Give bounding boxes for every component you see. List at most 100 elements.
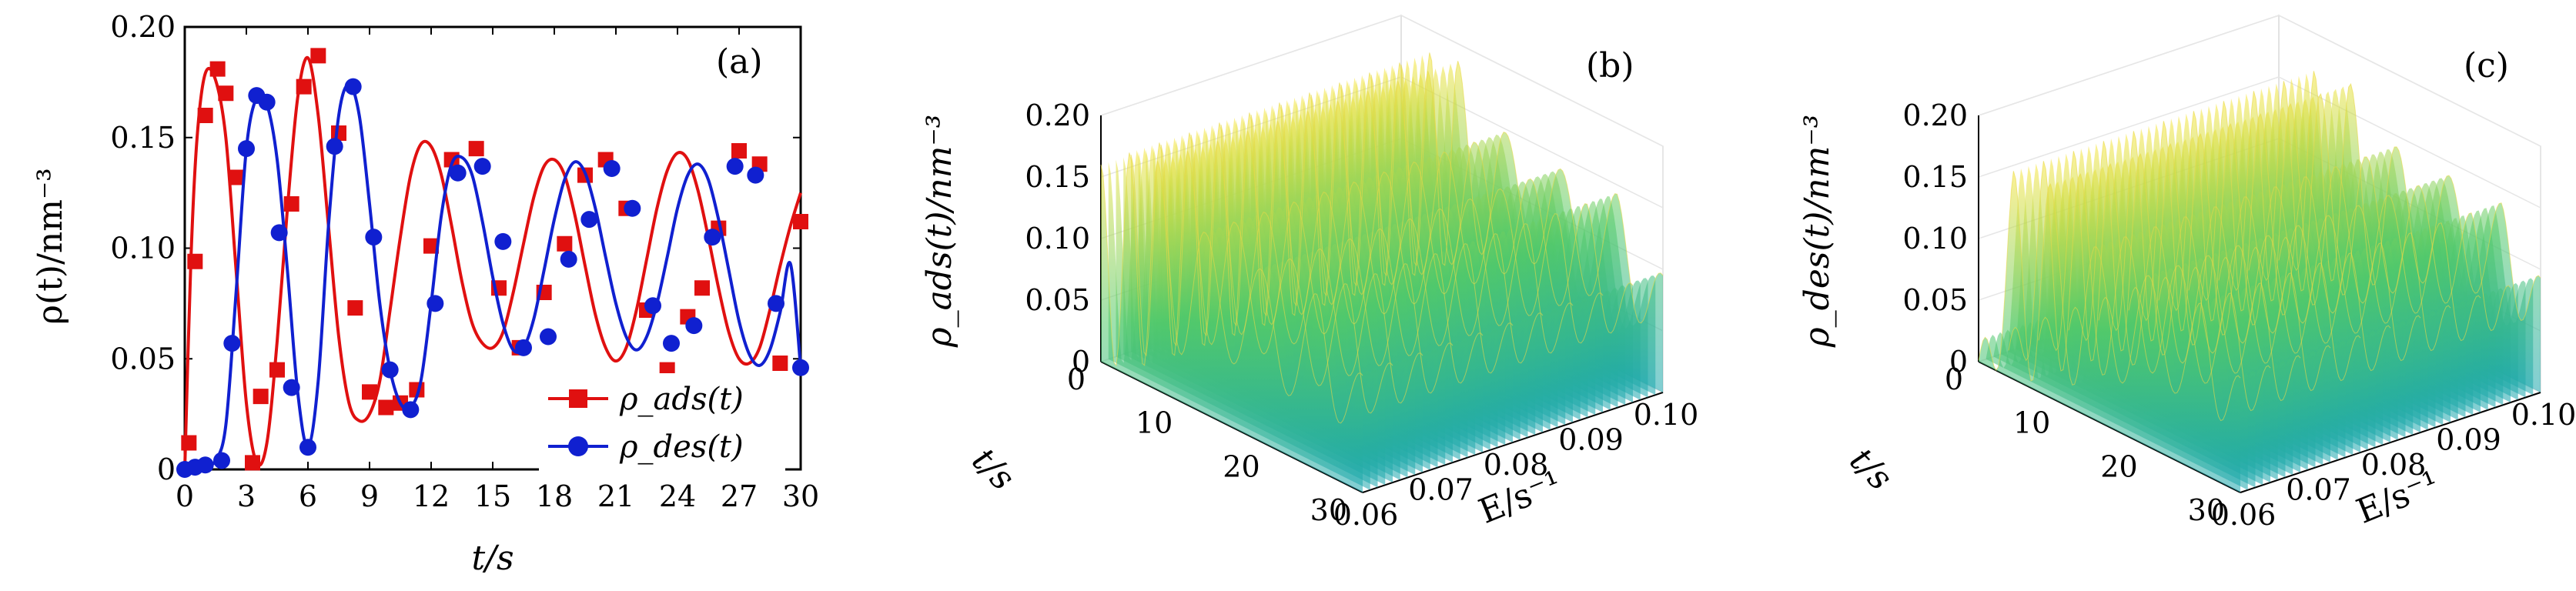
grid-line [1978, 15, 2280, 116]
surface-mesh-line [2158, 111, 2421, 362]
panel-a-letter: (a) [716, 42, 763, 82]
surface-mesh-line [1400, 52, 1664, 324]
t-tick-label: 0 [1067, 362, 1086, 396]
des-marker [473, 158, 491, 175]
grid-line [1978, 76, 2280, 178]
e-tick-label: 0.10 [2511, 398, 2576, 432]
des-marker [685, 317, 703, 335]
surface-mesh-line [1160, 132, 1423, 404]
ads-marker [296, 78, 312, 95]
ads-marker [197, 108, 213, 123]
ads-marker [772, 356, 788, 371]
des-marker [270, 224, 288, 242]
e-tick-label: 0.06 [1333, 498, 1399, 532]
des-marker [624, 199, 641, 217]
des-marker [726, 158, 744, 175]
t-tick-label: 10 [1136, 406, 1173, 440]
surface-mesh-line [2068, 141, 2331, 392]
y-tick-label: 0.10 [110, 232, 176, 265]
ads-marker [209, 61, 226, 77]
t-tick-label: 30 [2188, 493, 2225, 527]
e-tick-label: 0.08 [2361, 448, 2427, 482]
des-marker [213, 452, 230, 469]
panel-b: 0 0.05 0.10 0.15 0.20 0 10 20 300.06 0.07 0.08 0.09… [920, 14, 1699, 532]
ads-marker [181, 435, 197, 451]
des-marker [223, 335, 241, 352]
e-tick-label: 0.10 [1634, 398, 1699, 432]
ads-marker [283, 196, 299, 212]
legend-des-label: ρ_des(t) [619, 429, 744, 465]
des-marker [603, 160, 621, 177]
panel-c-letter: (c) [2464, 46, 2509, 85]
x-tick-label: 0 [176, 479, 194, 513]
x-tick-label: 3 [237, 479, 256, 513]
surface-mesh-line [1100, 152, 1363, 424]
ads-marker [362, 384, 377, 400]
t-tick-label: 20 [1223, 449, 1260, 483]
surface-mesh-line [1190, 122, 1454, 394]
des-marker [344, 78, 362, 95]
series-line-des [184, 82, 802, 471]
panel-c-ticks: 0 0.05 0.10 0.15 0.20 0 10 20 300.06 0.07 0.08 0.09… [1902, 98, 2576, 532]
surface-mesh-line [1280, 92, 1544, 364]
z-tick-label: 0.20 [1025, 98, 1090, 132]
ads-marker [557, 235, 573, 252]
e-tick-label: 0.09 [2436, 423, 2501, 457]
des-marker [792, 359, 809, 376]
z-tick-label: 0 [1949, 345, 1968, 379]
des-marker [238, 140, 255, 158]
des-marker [515, 339, 532, 356]
z-tick-label: 0.05 [1025, 283, 1090, 317]
surface-slice [1979, 171, 2240, 492]
des-marker [768, 295, 785, 312]
z-tick-label: 0.05 [1902, 283, 1968, 317]
x-tick-label: 21 [597, 479, 634, 513]
ads-marker [269, 362, 285, 378]
ads-marker [245, 455, 260, 471]
e-tick-label: 0.07 [2286, 473, 2351, 507]
des-marker [427, 295, 444, 312]
des-marker [540, 328, 557, 346]
grid-line [1400, 15, 1664, 147]
t-tick-label: 20 [2100, 449, 2137, 483]
surface-mesh-line [2128, 121, 2391, 372]
y-tick-label: 0.05 [110, 342, 176, 376]
y-tick-label: 0 [157, 452, 176, 486]
e-tick-label: 0.07 [1408, 473, 1474, 507]
y-tick-label: 0.20 [110, 10, 176, 44]
surface-mesh-line [2278, 71, 2541, 322]
panel-c-zlabel: ρ_des(t)/nm⁻³ [1798, 115, 1837, 348]
e-tick-label: 0.08 [1484, 448, 1549, 482]
des-marker [196, 456, 214, 474]
des-marker [326, 138, 343, 155]
x-tick-label: 24 [659, 479, 696, 513]
ads-marker [378, 399, 394, 416]
grid-line [2278, 15, 2541, 147]
grid-line [2278, 76, 2541, 209]
ads-marker [731, 143, 747, 159]
surface-mesh-line [2038, 151, 2301, 402]
panel-c: 0 0.05 0.10 0.15 0.20 0 10 20 300.06 0.07 0.08 0.09… [1798, 14, 2576, 532]
t-tick-label: 10 [2013, 406, 2050, 440]
panel-a-xlabel: t/s [471, 539, 514, 578]
des-marker [402, 401, 420, 419]
x-tick-label: 12 [413, 479, 450, 513]
x-tick-label: 6 [299, 479, 317, 513]
grid-line [1100, 15, 1402, 116]
z-tick-label: 0.15 [1025, 160, 1090, 194]
panel-a-ylabel: ρ(t)/nm⁻³ [31, 168, 70, 325]
des-marker [299, 439, 316, 456]
surface-mesh-line [1130, 142, 1393, 414]
t-tick-label: 0 [1945, 362, 1963, 396]
panel-c-surface [1978, 71, 2541, 492]
ads-marker [218, 85, 234, 102]
panel-b-surface [1100, 52, 1664, 492]
x-tick-label: 18 [536, 479, 573, 513]
panel-a-data [176, 48, 809, 478]
des-marker [283, 379, 300, 396]
ads-marker [187, 253, 203, 269]
panel-a-ticks: 0 3 6 9 12 15 18 21 24 27 30 0 0.05 0.10 0.15 0.20 [110, 10, 819, 513]
